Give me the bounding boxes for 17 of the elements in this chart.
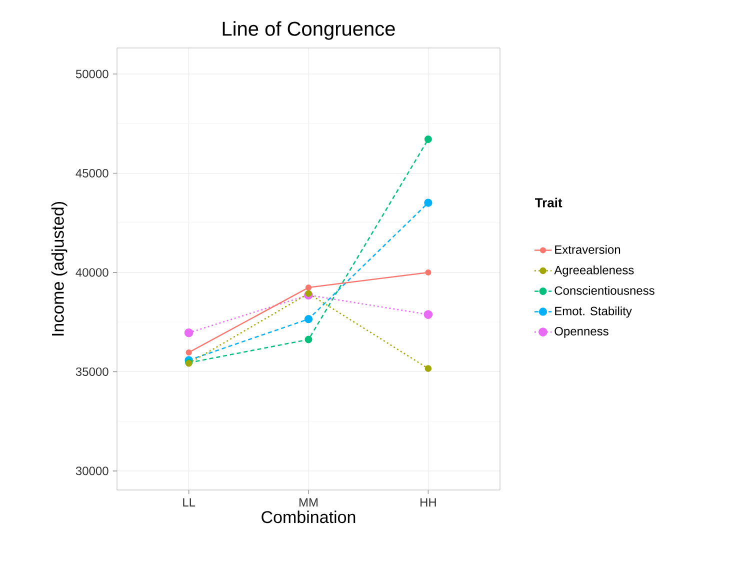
y-tick-label: 45000: [76, 168, 108, 178]
legend-label: Emot. Stability: [555, 306, 632, 318]
x-tick-label: LL: [183, 498, 196, 506]
y-tick-label: 40000: [76, 268, 108, 277]
y-tick-label: 30000: [76, 466, 108, 476]
legend-label: Extraversion: [555, 245, 620, 254]
x-tick-label: MM: [299, 498, 318, 506]
legend-label: Agreeableness: [554, 266, 634, 277]
chart-title: Line of Congruence: [222, 21, 395, 40]
legend-label: Openness: [554, 326, 608, 338]
legend-label: Conscientiousness: [554, 286, 654, 295]
y-tick-label: 50000: [76, 70, 108, 78]
legend-title: Trait: [534, 198, 562, 208]
x-tick-label: HH: [420, 498, 436, 506]
x-axis-title: Combination: [262, 510, 356, 524]
y-axis-title: Income (adjusted): [51, 202, 68, 336]
y-tick-label: 35000: [76, 367, 108, 376]
